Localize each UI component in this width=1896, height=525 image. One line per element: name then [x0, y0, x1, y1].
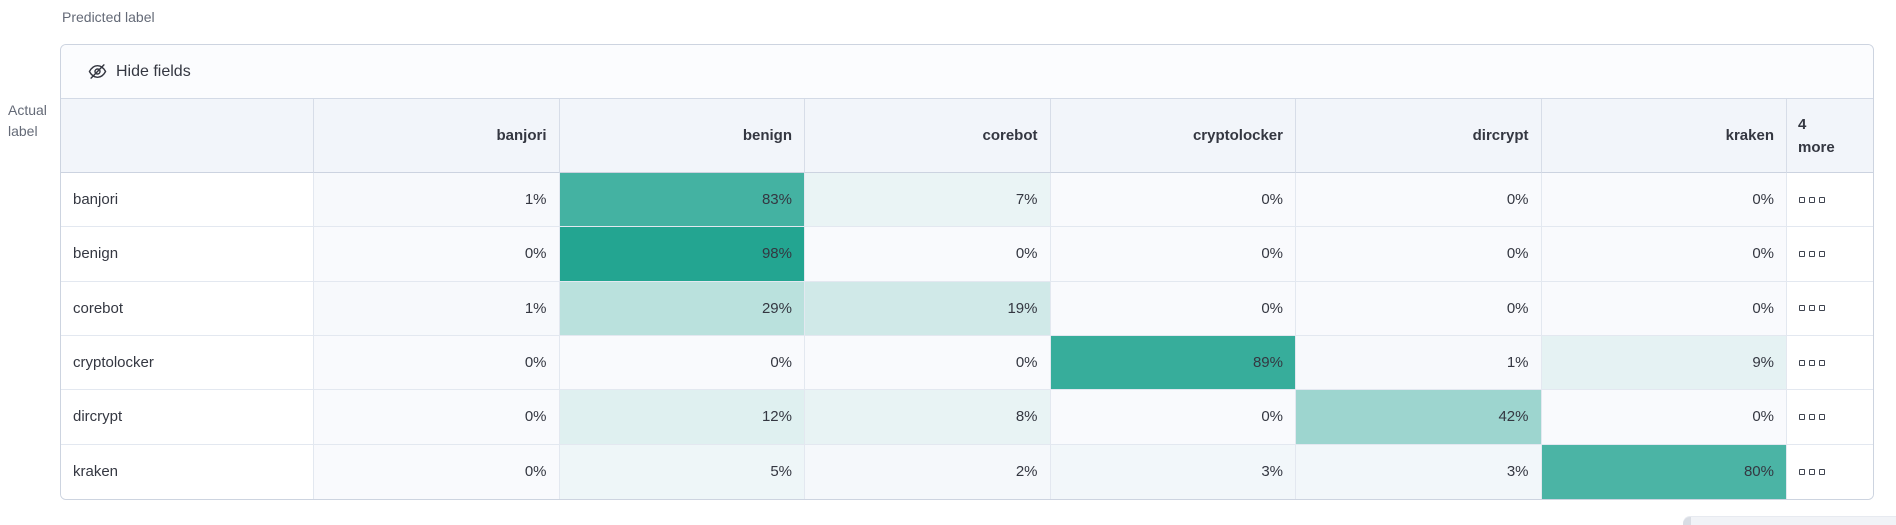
boxes-horizontal-icon [1799, 196, 1825, 203]
column-header-more: 4 more [1787, 99, 1873, 173]
matrix-cell: 0% [1541, 390, 1787, 445]
matrix-cell: 1% [314, 173, 560, 228]
column-header-dircrypt: dircrypt [1296, 99, 1542, 173]
matrix-cell: 0% [805, 335, 1051, 391]
hide-fields-label: Hide fields [116, 62, 191, 80]
matrix-cell: 1% [314, 281, 560, 336]
matrix-cell: 9% [1541, 335, 1787, 391]
matrix-cell: 0% [314, 335, 560, 391]
horizontal-scrollbar[interactable] [1683, 516, 1896, 525]
row-label-banjori: banjori [61, 173, 314, 228]
matrix-cell: 12% [559, 390, 805, 445]
row-label-cryptolocker: cryptolocker [61, 335, 314, 391]
more-cell[interactable] [1787, 444, 1873, 499]
matrix-cell: 7% [805, 173, 1051, 228]
row-label-benign: benign [61, 227, 314, 282]
more-cell[interactable] [1787, 390, 1873, 445]
more-cell[interactable] [1787, 335, 1873, 391]
predicted-axis-label: Predicted label [62, 9, 155, 25]
matrix-cell: 80% [1541, 444, 1787, 499]
matrix-cell: 89% [1050, 335, 1296, 391]
matrix-cell: 42% [1296, 390, 1542, 445]
matrix-cell: 0% [1050, 173, 1296, 228]
column-header-corebot: corebot [805, 99, 1051, 173]
matrix-cell: 0% [1050, 227, 1296, 282]
matrix-cell: 0% [1541, 281, 1787, 336]
matrix-cell: 0% [1541, 173, 1787, 228]
row-label-kraken: kraken [61, 444, 314, 499]
more-cell[interactable] [1787, 227, 1873, 282]
matrix-cell: 83% [559, 173, 805, 228]
column-header-benign: benign [559, 99, 805, 173]
matrix-cell: 98% [559, 227, 805, 282]
column-header-banjori: banjori [314, 99, 560, 173]
matrix-cell: 1% [1296, 335, 1542, 391]
matrix-cell: 0% [314, 227, 560, 282]
matrix-cell: 3% [1296, 444, 1542, 499]
more-cell[interactable] [1787, 281, 1873, 336]
matrix-cell: 0% [1296, 227, 1542, 282]
confusion-matrix-panel: Hide fields banjori benign corebot cryptolo… [60, 44, 1874, 500]
matrix-cell: 0% [1050, 281, 1296, 336]
matrix-cell: 29% [559, 281, 805, 336]
matrix-cell: 19% [805, 281, 1051, 336]
matrix-toolbar: Hide fields [61, 45, 1873, 99]
more-header-text: 4 more [1798, 113, 1835, 159]
eye-closed-icon [88, 62, 107, 81]
matrix-cell: 0% [559, 335, 805, 391]
boxes-horizontal-icon [1799, 305, 1825, 312]
actual-axis-label: Actual label [8, 102, 47, 139]
matrix-cell: 0% [314, 390, 560, 445]
matrix-cell: 2% [805, 444, 1051, 499]
boxes-horizontal-icon [1799, 468, 1825, 475]
row-label-corebot: corebot [61, 281, 314, 336]
column-header-kraken: kraken [1541, 99, 1787, 173]
matrix-cell: 0% [1541, 227, 1787, 282]
boxes-horizontal-icon [1799, 250, 1825, 257]
matrix-cell: 0% [1296, 281, 1542, 336]
corner-cell [61, 99, 314, 173]
column-header-cryptolocker: cryptolocker [1050, 99, 1296, 173]
more-count: 4 [1798, 115, 1807, 133]
matrix-cell: 3% [1050, 444, 1296, 499]
hide-fields-button[interactable]: Hide fields [88, 62, 191, 81]
matrix-cell: 0% [1050, 390, 1296, 445]
matrix-grid: banjori benign corebot cryptolocker dircrypt… [61, 99, 1873, 499]
row-label-dircrypt: dircrypt [61, 390, 314, 445]
matrix-cell: 8% [805, 390, 1051, 445]
matrix-cell: 5% [559, 444, 805, 499]
matrix-cell: 0% [805, 227, 1051, 282]
matrix-cell: 0% [314, 444, 560, 499]
more-cell[interactable] [1787, 173, 1873, 228]
boxes-horizontal-icon [1799, 413, 1825, 420]
boxes-horizontal-icon [1799, 359, 1825, 366]
more-label: more [1798, 138, 1835, 156]
matrix-cell: 0% [1296, 173, 1542, 228]
